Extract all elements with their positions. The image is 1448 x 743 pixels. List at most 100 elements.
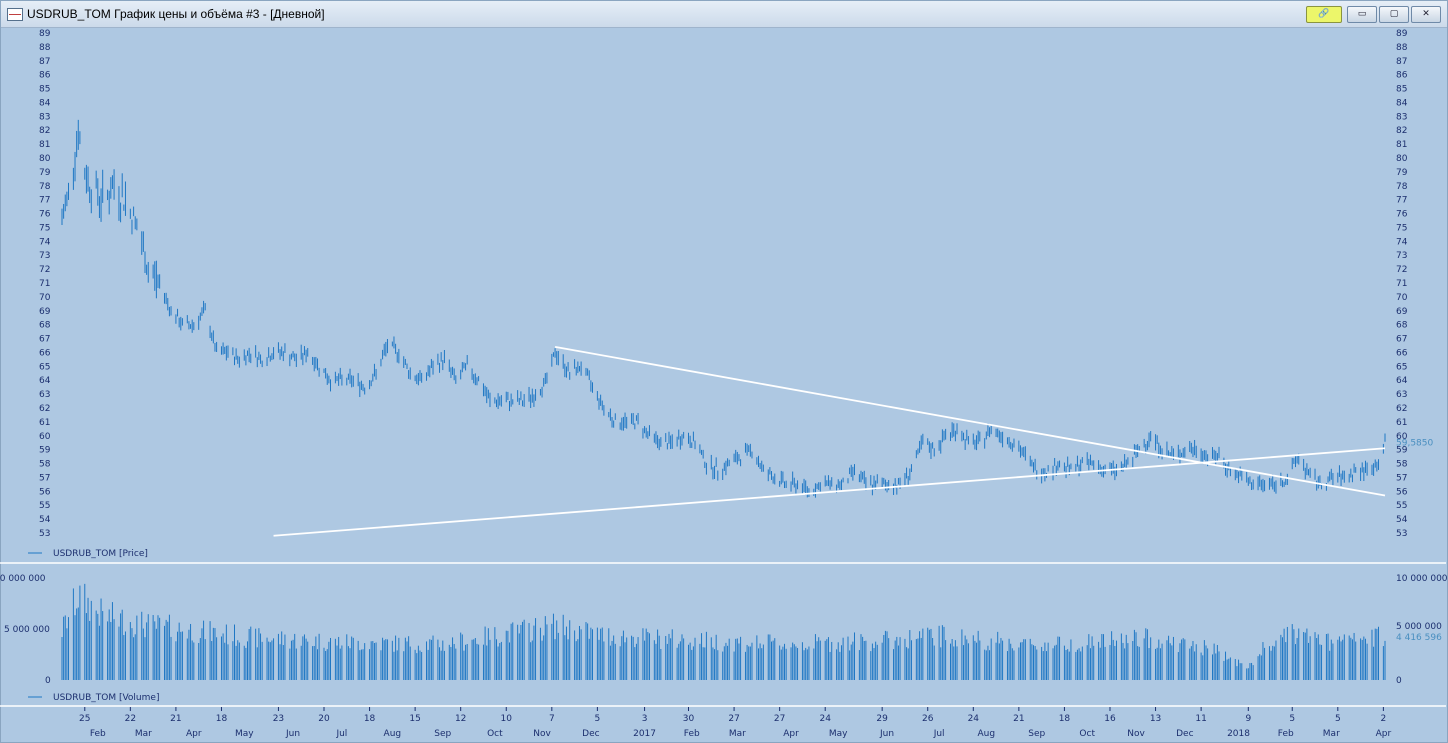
x-day-label: 12 <box>455 714 466 724</box>
x-day-label: 18 <box>1059 714 1071 724</box>
x-month-label: Mar <box>1323 729 1340 739</box>
price-y-tick-left: 85 <box>39 85 50 95</box>
price-y-tick-left: 56 <box>39 487 51 497</box>
trend-line-2 <box>273 447 1386 537</box>
x-month-label: Apr <box>783 729 799 739</box>
volume-y-tick-right: 0 <box>1396 676 1402 686</box>
price-y-tick-left: 60 <box>39 432 51 442</box>
price-y-tick-right: 58 <box>1396 460 1408 470</box>
x-month-label: Sep <box>1028 729 1045 739</box>
x-day-label: 26 <box>922 714 934 724</box>
price-y-tick-left: 64 <box>39 376 51 386</box>
price-y-tick-right: 70 <box>1396 293 1408 303</box>
price-y-tick-left: 61 <box>39 418 50 428</box>
x-day-label: 5 <box>1289 714 1295 724</box>
price-y-tick-left: 54 <box>39 515 51 525</box>
title-bar: USDRUB_TOM График цены и объёма #3 - [Дн… <box>1 1 1447 28</box>
price-y-tick-left: 63 <box>39 390 50 400</box>
price-y-tick-right: 84 <box>1396 98 1408 108</box>
price-y-tick-right: 88 <box>1396 43 1408 53</box>
price-y-tick-right: 80 <box>1396 154 1408 164</box>
price-y-tick-left: 71 <box>39 279 50 289</box>
x-day-label: 5 <box>595 714 601 724</box>
x-day-label: 2 <box>1381 714 1387 724</box>
x-month-label: Mar <box>729 729 746 739</box>
price-y-tick-right: 61 <box>1396 418 1407 428</box>
x-day-label: 13 <box>1150 714 1161 724</box>
x-day-label: 27 <box>774 714 785 724</box>
price-y-tick-left: 76 <box>39 210 51 220</box>
volume-panel[interactable] <box>61 583 1386 680</box>
x-day-label: 25 <box>79 714 90 724</box>
price-y-tick-right: 57 <box>1396 473 1407 483</box>
x-month-label: Oct <box>487 729 503 739</box>
price-y-tick-left: 87 <box>39 57 50 67</box>
price-y-tick-right: 56 <box>1396 487 1408 497</box>
chart-window-icon <box>7 8 23 21</box>
price-y-tick-left: 80 <box>39 154 51 164</box>
link-icon[interactable]: 🔗 <box>1306 6 1342 23</box>
price-y-tick-left: 88 <box>39 43 51 53</box>
x-day-label: 24 <box>819 714 831 724</box>
price-y-tick-right: 79 <box>1396 168 1408 178</box>
price-y-tick-right: 53 <box>1396 529 1407 539</box>
price-last-value: 59,5850 <box>1396 439 1433 449</box>
price-y-tick-right: 66 <box>1396 348 1408 358</box>
x-month-label: Dec <box>1176 729 1193 739</box>
x-day-label: 18 <box>216 714 228 724</box>
price-y-tick-right: 89 <box>1396 29 1408 39</box>
x-month-label: Jun <box>879 729 894 739</box>
price-y-tick-left: 86 <box>39 71 51 81</box>
x-month-label: Nov <box>533 729 551 739</box>
x-month-label: Dec <box>582 729 599 739</box>
x-day-label: 29 <box>876 714 888 724</box>
x-month-label: Feb <box>684 729 700 739</box>
volume-last-value: 4 416 596 <box>1396 633 1442 643</box>
price-y-tick-left: 62 <box>39 404 50 414</box>
price-y-tick-left: 89 <box>39 29 51 39</box>
volume-y-tick-right: 5 000 000 <box>1396 622 1442 632</box>
x-month-label: Oct <box>1079 729 1095 739</box>
price-y-tick-left: 70 <box>39 293 51 303</box>
x-month-label: Aug <box>384 729 402 739</box>
x-day-label: 15 <box>409 714 420 724</box>
x-month-label: Sep <box>434 729 451 739</box>
price-y-tick-right: 62 <box>1396 404 1407 414</box>
x-day-label: 9 <box>1245 714 1251 724</box>
close-button[interactable]: ✕ <box>1411 6 1441 23</box>
trend-line-1 <box>554 346 1386 497</box>
price-y-tick-left: 83 <box>39 112 50 122</box>
x-month-label: 2018 <box>1227 729 1250 739</box>
x-month-label: Feb <box>90 729 106 739</box>
price-y-tick-right: 55 <box>1396 501 1407 511</box>
volume-legend: USDRUB_TOM [Volume] <box>53 693 159 703</box>
price-y-tick-left: 79 <box>39 168 51 178</box>
x-month-label: Jul <box>933 729 945 739</box>
price-y-tick-left: 78 <box>39 182 51 192</box>
x-day-label: 21 <box>1013 714 1024 724</box>
maximize-button[interactable]: ▢ <box>1379 6 1409 23</box>
x-day-label: 16 <box>1104 714 1116 724</box>
price-y-tick-right: 60 <box>1396 432 1408 442</box>
price-panel[interactable] <box>61 119 1386 537</box>
price-y-tick-left: 74 <box>39 237 51 247</box>
price-y-tick-left: 67 <box>39 335 50 345</box>
price-y-tick-left: 53 <box>39 529 50 539</box>
price-y-tick-right: 78 <box>1396 182 1408 192</box>
price-y-tick-left: 84 <box>39 98 51 108</box>
x-day-label: 5 <box>1335 714 1341 724</box>
price-y-tick-right: 76 <box>1396 210 1408 220</box>
price-y-tick-right: 85 <box>1396 85 1407 95</box>
price-y-tick-right: 87 <box>1396 57 1407 67</box>
x-month-label: Jul <box>335 729 347 739</box>
x-month-label: Feb <box>1278 729 1294 739</box>
price-y-tick-left: 57 <box>39 473 50 483</box>
price-y-tick-right: 75 <box>1396 223 1407 233</box>
price-y-tick-left: 81 <box>39 140 50 150</box>
price-y-tick-right: 69 <box>1396 307 1408 317</box>
x-month-label: Mar <box>135 729 152 739</box>
price-y-tick-left: 55 <box>39 501 50 511</box>
x-day-label: 18 <box>364 714 376 724</box>
minimize-button[interactable]: ▭ <box>1347 6 1377 23</box>
